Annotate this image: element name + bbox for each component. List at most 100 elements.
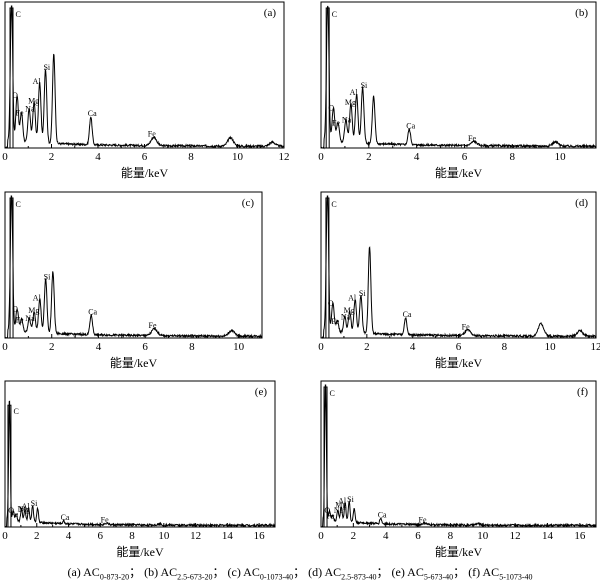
- x-axis-label: 能量/keV: [435, 545, 483, 559]
- x-tick-label: 2: [34, 530, 40, 542]
- carbon-peak: [326, 8, 329, 148]
- caption-separator: ；: [377, 565, 389, 579]
- x-tick-label: 4: [383, 530, 389, 542]
- peak-label: Fe: [16, 109, 24, 118]
- peak-label: Mg: [28, 306, 39, 315]
- peak-label: Fe: [16, 315, 24, 324]
- x-tick-label: 2: [364, 341, 370, 353]
- panel-label: (c): [242, 197, 255, 209]
- caption-label: (f) AC: [468, 565, 499, 579]
- x-tick-label: 10: [477, 530, 489, 542]
- x-tick-label: 6: [415, 530, 421, 542]
- peak-label: Al: [22, 502, 31, 511]
- x-tick-label: 6: [142, 341, 148, 353]
- carbon-peak: [326, 198, 329, 338]
- caption-label: (c) AC: [228, 565, 260, 579]
- caption-separator: ；: [453, 565, 465, 579]
- peak-label: Fe: [419, 516, 427, 525]
- caption-subscript: 5-673-40: [424, 572, 453, 581]
- caption-label: (e) AC: [392, 565, 424, 579]
- peak-label: Al: [350, 88, 359, 97]
- peak-label: Mg: [345, 98, 356, 107]
- peak-label: C: [13, 407, 18, 416]
- x-tick-label: 6: [456, 341, 462, 353]
- caption-subscript: 5-1073-40: [499, 572, 532, 581]
- plot-frame: [5, 381, 275, 527]
- caption-label: (b) AC: [144, 565, 177, 579]
- spectrum-line: [5, 196, 262, 338]
- x-tick-label: 6: [98, 530, 104, 542]
- x-tick-label: 12: [591, 341, 600, 353]
- peak-label: Ca: [88, 109, 97, 118]
- peak-label: Na: [342, 116, 352, 125]
- peak-label: C: [331, 200, 336, 209]
- figure-caption: (a) AC0-873-20； (b) AC2.5-673-20； (c) AC…: [0, 562, 600, 587]
- peak-label: C: [16, 200, 21, 209]
- peak-label: Ca: [403, 310, 412, 319]
- peak-label: Si: [359, 289, 366, 298]
- panel-label: (e): [255, 386, 268, 398]
- x-tick-label: 2: [49, 151, 55, 163]
- spectrum-line: [321, 385, 596, 527]
- x-tick-label: 2: [366, 151, 372, 163]
- peak-label: Fe: [331, 317, 339, 326]
- x-tick-label: 10: [158, 530, 170, 542]
- caption-label: (a) AC: [67, 565, 99, 579]
- x-tick-label: 8: [189, 341, 195, 353]
- peak-label: Si: [43, 63, 50, 72]
- x-tick-label: 10: [232, 151, 244, 163]
- peak-label: Al: [348, 293, 357, 302]
- peak-label: Fe: [148, 130, 156, 139]
- x-axis-label: 能量/keV: [435, 356, 483, 370]
- caption-subscript: 0-1073-40: [260, 572, 293, 581]
- x-tick-label: 8: [510, 151, 516, 163]
- caption-item: (a) AC0-873-20；: [67, 565, 141, 579]
- peak-label: Al: [33, 77, 42, 86]
- peak-label: Ca: [378, 510, 387, 519]
- x-tick-label: 0: [318, 151, 324, 163]
- x-tick-label: 12: [279, 151, 290, 163]
- plot-frame: [321, 2, 596, 148]
- x-tick-label: 0: [2, 530, 8, 542]
- peak-label: Fe: [101, 516, 109, 525]
- caption-subscript: 0-873-20: [100, 572, 129, 581]
- x-tick-label: 6: [462, 151, 468, 163]
- peak-label: Ca: [406, 122, 415, 131]
- panel-label: (a): [264, 7, 277, 19]
- peak-label: C: [16, 10, 21, 19]
- caption-item: (f) AC5-1073-40: [468, 565, 532, 579]
- x-tick-label: 10: [545, 341, 557, 353]
- caption-label: (d) AC: [308, 565, 341, 579]
- x-tick-label: 16: [574, 530, 586, 542]
- x-tick-label: 14: [222, 530, 234, 542]
- x-axis-label: 能量/keV: [121, 166, 169, 180]
- caption-subscript: 2.5-673-20: [177, 572, 212, 581]
- caption-item: (b) AC2.5-673-20；: [144, 565, 224, 579]
- panel-label: (d): [575, 197, 588, 209]
- spectrum-line: [5, 6, 284, 148]
- panel-label: (f): [577, 386, 588, 398]
- x-tick-label: 8: [129, 530, 135, 542]
- panel-label: (b): [575, 7, 588, 19]
- caption-item: (c) AC0-1073-40；: [228, 565, 306, 579]
- caption-separator: ；: [293, 565, 305, 579]
- x-tick-label: 2: [49, 341, 55, 353]
- x-tick-label: 12: [510, 530, 521, 542]
- x-tick-label: 0: [318, 341, 324, 353]
- x-tick-label: 14: [542, 530, 554, 542]
- x-tick-label: 4: [410, 341, 416, 353]
- peak-label: Fe: [149, 321, 157, 330]
- peak-label: Na: [25, 104, 35, 113]
- x-tick-label: 2: [351, 530, 357, 542]
- x-tick-label: 0: [318, 530, 324, 542]
- x-axis-label: 能量/keV: [435, 166, 483, 180]
- peak-label: O: [328, 103, 334, 112]
- peak-label: Mg: [28, 96, 39, 105]
- peak-label: Si: [347, 495, 354, 504]
